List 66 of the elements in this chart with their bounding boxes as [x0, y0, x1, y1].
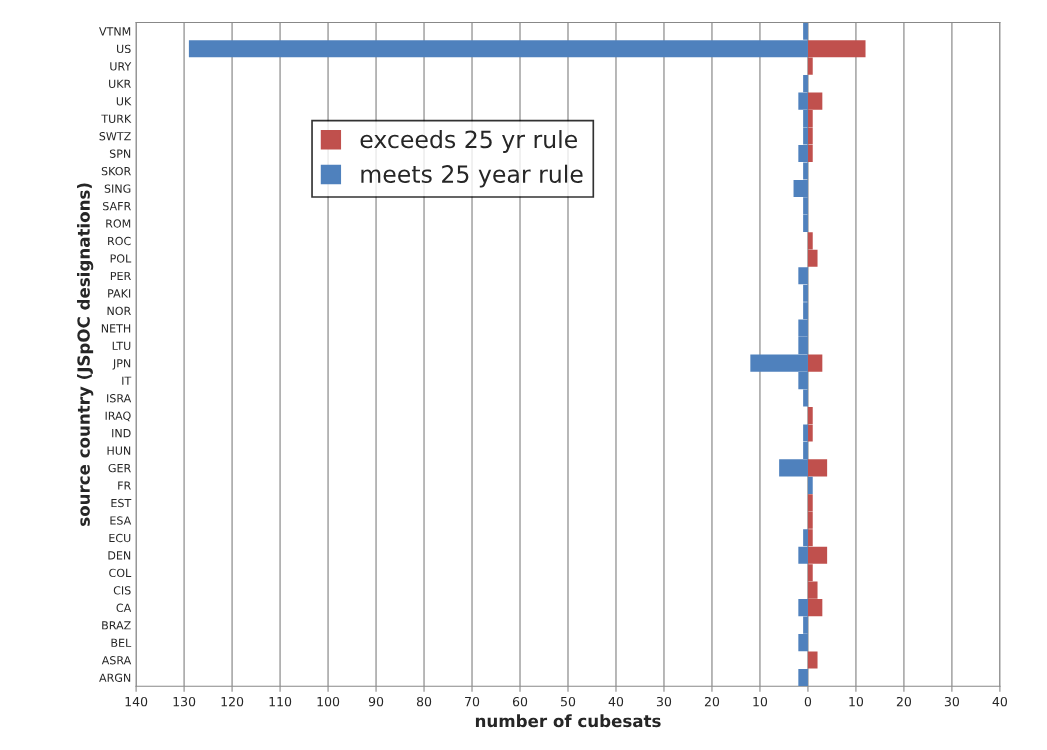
y-tick-label: SWTZ: [99, 132, 131, 141]
x-tick-label: 120: [221, 696, 244, 707]
x-tick-label: 130: [173, 696, 196, 707]
y-tick-label: NETH: [101, 324, 131, 333]
y-tick-label: SPN: [109, 149, 131, 158]
y-tick-label: LTU: [112, 341, 131, 351]
x-tick-label: 20: [704, 696, 720, 707]
bar: [807, 459, 828, 477]
y-tick-label: DEN: [108, 551, 131, 560]
y-tick-label: SAFR: [103, 201, 131, 211]
bar: [798, 668, 808, 687]
x-tick-label: 100: [317, 696, 340, 707]
y-tick-label: URY: [110, 62, 132, 71]
y-tick-label: IRAQ: [105, 411, 131, 422]
x-tick-label: 30: [656, 696, 672, 707]
y-tick-label: VTNM: [99, 27, 131, 36]
y-tick-label: SKOR: [101, 166, 131, 176]
bar: [807, 354, 823, 372]
y-tick-label: IT: [122, 376, 132, 385]
y-tick-label: CA: [116, 603, 132, 613]
legend-label: exceeds 25 yr rule: [360, 130, 577, 153]
x-tick-label: 10: [753, 696, 768, 707]
y-tick-label: BRAZ: [102, 621, 131, 630]
x-tick-label: 90: [368, 696, 384, 707]
y-tick-label: SING: [104, 184, 131, 193]
x-tick-label: 70: [465, 696, 480, 707]
bar: [807, 476, 813, 494]
y-tick-label: IND: [112, 429, 131, 438]
x-tick-label: 40: [608, 696, 624, 707]
y-tick-label: ASRA: [101, 656, 132, 665]
y-tick-label: FR: [118, 481, 131, 490]
y-tick-label: PAKI: [108, 289, 131, 298]
x-tick-label: 0: [804, 696, 812, 707]
y-tick-label: HUN: [107, 446, 131, 455]
y-tick-label: US: [117, 44, 131, 54]
y-tick-label: TURK: [101, 114, 132, 123]
legend-label: meets 25 year rule: [361, 164, 583, 188]
y-tick-label: PER: [110, 271, 131, 280]
y-tick-label: COL: [109, 568, 132, 578]
y-tick-label: JPN: [112, 359, 131, 370]
y-tick-label: BEL: [111, 638, 132, 647]
x-tick-label: 30: [944, 696, 960, 707]
x-tick-label: 60: [512, 696, 528, 707]
y-tick-label: EST: [111, 498, 132, 508]
x-tick-label: 10: [849, 696, 864, 707]
x-tick-label: 40: [992, 696, 1008, 707]
y-tick-label: GER: [108, 463, 131, 473]
x-tick-label: 20: [896, 696, 912, 707]
y-axis-title: source country (JSpOC designations): [77, 183, 94, 526]
y-tick-label: CIS: [113, 586, 131, 595]
y-tick-label: ECU: [109, 533, 131, 543]
y-tick-label: NOR: [107, 306, 131, 316]
y-tick-label: ROM: [106, 219, 131, 228]
y-tick-label: ISRA: [107, 394, 132, 403]
x-tick-label: 80: [416, 696, 432, 707]
y-tick-label: UKR: [109, 79, 131, 89]
bar: [807, 651, 818, 669]
x-tick-label: 110: [269, 696, 292, 707]
y-tick-label: ROC: [108, 236, 131, 246]
y-tick-label: ESA: [110, 516, 132, 525]
x-tick-label: 140: [125, 696, 148, 707]
y-tick-label: ARGN: [99, 673, 131, 682]
y-tick-label: UK: [116, 97, 132, 106]
x-tick-label: 50: [561, 696, 576, 707]
y-tick-label: POL: [110, 254, 132, 263]
x-axis-title: number of cubesats: [475, 714, 661, 728]
